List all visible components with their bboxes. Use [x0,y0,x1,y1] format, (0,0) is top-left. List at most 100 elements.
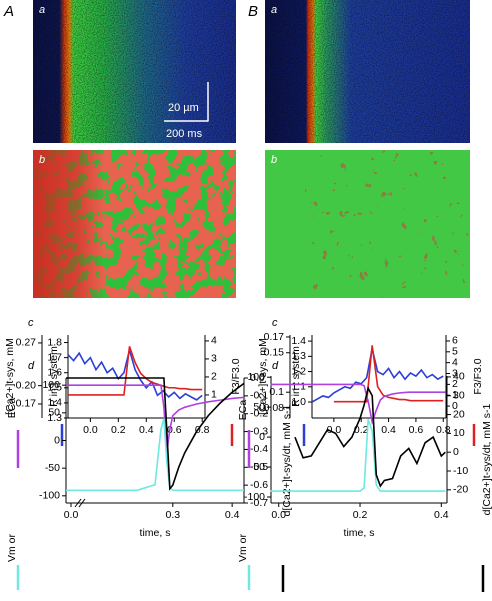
y-tick-label: 1.4 [47,397,62,409]
panel-label: d [28,360,35,372]
overlay-fade [33,150,236,298]
axis-break [74,498,82,508]
y3-tick-label: 0.17 [264,331,285,343]
panel-label: B [248,3,258,20]
y2-tick-label: 40 [453,371,465,383]
y2-tick-label: -10 [453,465,468,477]
data-line [67,346,203,401]
x-tick-label: 0.4 [225,509,240,521]
data-line [294,386,446,488]
y2-tick-label: 2 [452,378,458,390]
y2-tick-label: 6 [452,335,458,347]
y-axis-label: ECa [237,400,249,421]
image-label: a [39,4,45,16]
x-tick-label: 0.0 [64,509,79,521]
y-axis-label: ECa [6,398,18,419]
y2-tick-label: 10 [453,427,465,439]
image-noise [265,0,470,143]
x-tick-label: 0.0 [83,424,98,436]
data-line [66,377,245,491]
y-axis-label: R in t system [290,346,302,407]
y-tick-label: -50 [250,461,265,473]
y3-axis-label: [Ca2+]t-sys, mM [4,338,16,415]
y-tick-label: -100 [39,490,60,502]
y2-tick-label: -20 [453,484,468,496]
y2-tick-label: -0.1 [250,390,268,402]
x-tick-label: 0.2 [354,424,369,436]
data-line [68,346,203,396]
x-tick-label: 0.6 [409,424,424,436]
y2-tick-label: 2 [211,371,217,383]
y2-tick-label: 0 [452,400,458,412]
y-tick-label: 1.5 [47,382,62,394]
x-tick-label: 0.0 [271,509,286,521]
y2-tick-label: -0.5 [250,461,268,473]
panel-label: c [28,317,34,329]
y2-tick-label: -0.6 [250,479,268,491]
image-label: b [39,154,45,166]
x-tick-label: 0.3 [165,509,180,521]
data-line [66,384,245,452]
image-label: b [271,154,277,166]
y-tick-label: 0 [259,431,265,443]
y2-axis-label: F3/F3.0 [472,358,484,394]
y3-tick-label: 0.1 [269,386,284,398]
x-tick-label: 0.4 [434,509,449,521]
y2-tick-label: -0.3 [250,425,268,437]
y2-tick-label: 4 [452,356,458,368]
y-tick-label: 1.4 [291,335,306,347]
y2-tick-label: 0.0 [250,372,265,384]
y2-tick-label: 5 [452,346,458,358]
y2-tick-label: 0 [453,446,459,458]
x-tick-label: 0.0 [327,424,342,436]
panel-label: c [272,317,278,329]
data-line [333,345,444,403]
y-tick-label: 1.6 [47,367,62,379]
y-tick-label: 1.0 [291,396,306,408]
y2-tick-label: 20 [453,408,465,420]
y2-axis-label: d[Ca2+]t-sys/dt, mM s-1 [281,404,293,516]
y2-axis-label: d[Ca2+]t-sys/dt, mM s-1 [481,403,492,515]
y2-tick-label: 1 [211,389,217,401]
data-line [311,348,444,403]
y2-tick-label: 1 [452,389,458,401]
y3-tick-label: 0.15 [264,347,285,359]
y-tick-label: 1.3 [291,350,306,362]
y2-tick-label: 4 [211,335,217,347]
x-tick-label: 0.8 [436,424,451,436]
y-tick-label: 100 [42,379,60,391]
y-tick-label: 50 [253,401,265,413]
y3-tick-label: 0.20 [16,379,37,391]
y3-tick-label: 0.27 [16,337,37,349]
y-tick-label: 1.8 [47,336,62,348]
overlay-speckle [305,150,470,298]
y2-tick-label: -0.7 [250,497,268,509]
y3-axis-label: [Ca2+]t-sys, mM [257,338,269,415]
x-tick-label: 0.8 [195,424,210,436]
y2-tick-label: -0.2 [250,407,268,419]
y-tick-label: 1.1 [291,381,306,393]
y-tick-label: -50 [45,462,60,474]
scale-bar-label: 200 ms [166,128,203,140]
y2-tick-label: -0.4 [250,443,268,455]
image-noise [33,0,236,143]
y-tick-label: 0 [54,434,60,446]
panel-label: A [3,3,14,20]
x-tick-label: 0.4 [381,424,396,436]
scale-bar-label: 20 µm [168,102,199,114]
x-axis-label: time, s [344,527,375,539]
y-tick-label: -100 [244,491,265,503]
x-tick-label: 0.2 [111,424,126,436]
y-axis-label: R in t system [48,346,60,407]
y2-tick-label: 3 [452,367,458,379]
y-tick-label: 50 [48,407,60,419]
y2-tick-label: 30 [453,390,465,402]
y-tick-label: 1.3 [47,412,62,424]
y3-tick-label: 0.17 [16,398,37,410]
y-tick-label: 1.7 [47,351,62,363]
y2-tick-label: 3 [211,353,217,365]
y3-tick-label: 0.08 [264,402,285,414]
x-axis-label: time, s [140,527,171,539]
image-label: a [271,4,277,16]
